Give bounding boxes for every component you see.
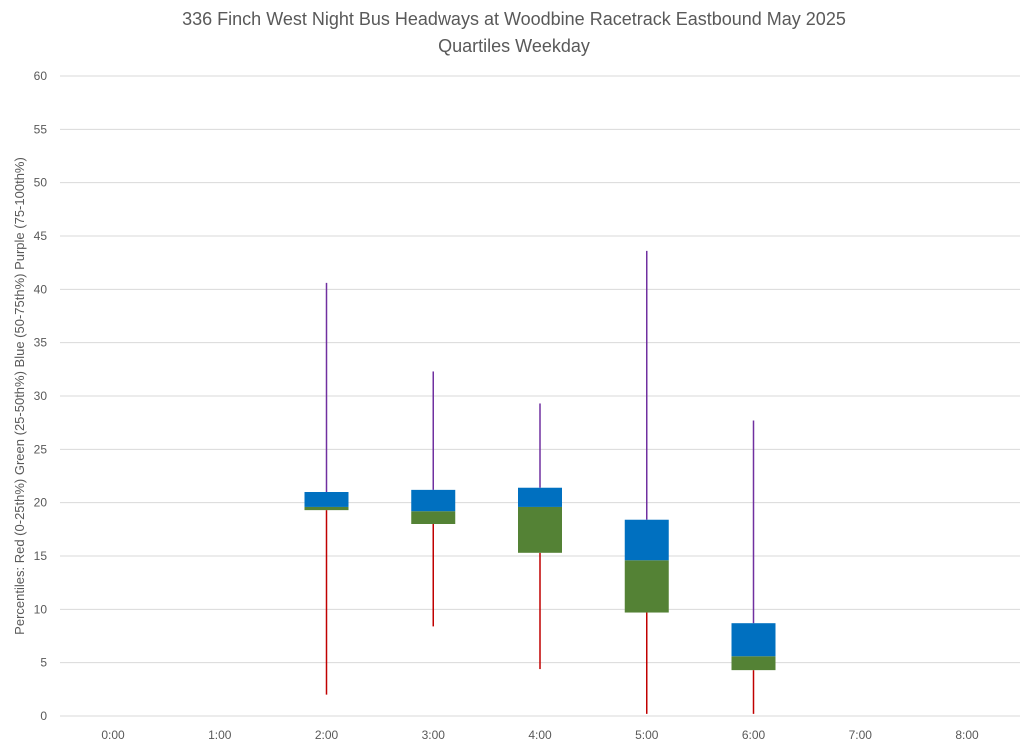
y-tick-label: 15 — [34, 549, 48, 563]
q3-box — [518, 487, 562, 507]
q2-box — [731, 656, 776, 671]
q3-box — [731, 623, 776, 657]
q3-box — [304, 492, 349, 507]
chart-title: 336 Finch West Night Bus Headways at Woo… — [182, 9, 846, 29]
x-tick-label: 3:00 — [422, 728, 446, 742]
x-tick-label: 4:00 — [528, 728, 552, 742]
y-tick-label: 30 — [34, 389, 48, 403]
x-tick-labels: 0:00 1:00 2:00 3:00 4:00 5:00 6:00 7:00 8:00 — [101, 728, 979, 742]
y-tick-label: 10 — [34, 602, 48, 616]
box-3-00 — [411, 371, 456, 627]
q3-box — [411, 489, 456, 512]
y-tick-label: 20 — [34, 496, 48, 510]
q2-box — [304, 506, 349, 511]
x-tick-label: 5:00 — [635, 728, 659, 742]
y-tick-label: 25 — [34, 442, 48, 456]
y-tick-label: 55 — [34, 122, 48, 136]
q3-box — [624, 519, 669, 561]
x-tick-label: 2:00 — [315, 728, 339, 742]
box-6-00 — [731, 420, 776, 714]
y-tick-labels: 0 5 10 15 20 25 30 35 40 45 50 55 60 — [34, 69, 48, 723]
box-4-00 — [518, 403, 562, 670]
q2-box — [624, 560, 669, 613]
y-tick-label: 50 — [34, 176, 48, 190]
chart-subtitle: Quartiles Weekday — [438, 36, 590, 56]
x-tick-label: 1:00 — [208, 728, 232, 742]
q2-box — [411, 511, 456, 524]
y-axis-label: Percentiles: Red (0-25th%) Green (25-50t… — [12, 157, 27, 635]
x-tick-label: 7:00 — [849, 728, 873, 742]
x-tick-label: 6:00 — [742, 728, 766, 742]
box-5-00 — [624, 250, 669, 714]
q2-box — [518, 506, 562, 553]
box-2-00 — [304, 282, 349, 695]
y-tick-label: 40 — [34, 282, 48, 296]
y-tick-label: 0 — [40, 709, 47, 723]
box-marks — [304, 250, 776, 714]
x-tick-label: 0:00 — [101, 728, 125, 742]
y-tick-label: 35 — [34, 336, 48, 350]
y-tick-label: 60 — [34, 69, 48, 83]
x-tick-label: 8:00 — [955, 728, 979, 742]
y-tick-label: 45 — [34, 229, 48, 243]
y-tick-label: 5 — [40, 656, 47, 670]
